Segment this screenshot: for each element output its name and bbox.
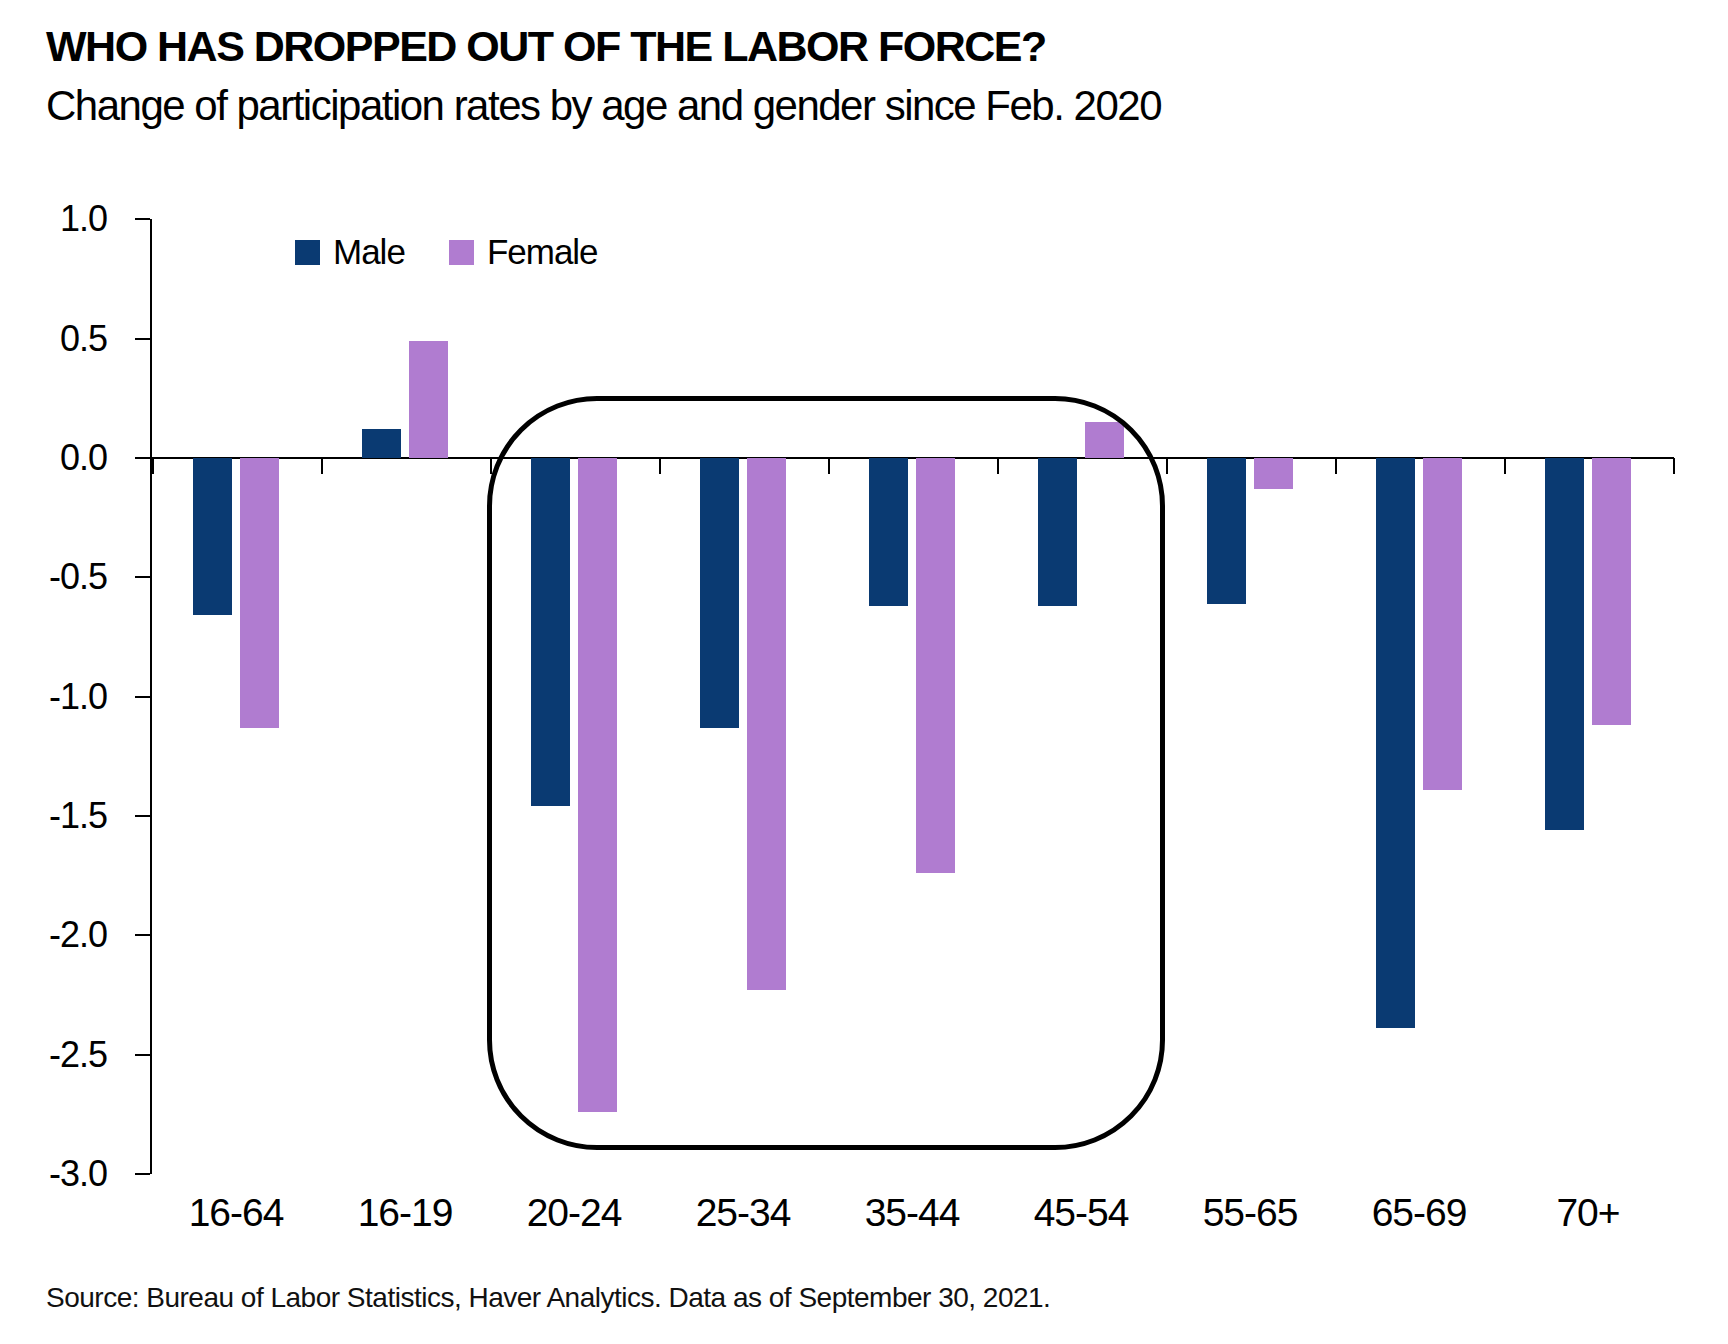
x-tick — [1166, 458, 1168, 474]
x-tick — [152, 458, 154, 474]
chart-title: WHO HAS DROPPED OUT OF THE LABOR FORCE? — [46, 22, 1046, 71]
x-category-label: 45-54 — [996, 1190, 1166, 1236]
y-tick — [135, 934, 150, 936]
x-category-label: 70+ — [1503, 1190, 1673, 1236]
legend-label-male: Male — [333, 232, 405, 272]
y-tick-label: -0.5 — [0, 555, 107, 599]
x-tick — [321, 458, 323, 474]
bar-female-65-69 — [1423, 458, 1462, 790]
y-tick — [135, 338, 150, 340]
x-category-label: 65-69 — [1334, 1190, 1504, 1236]
bar-male-70+ — [1545, 458, 1584, 830]
y-tick — [135, 218, 150, 220]
source-note: Source: Bureau of Labor Statistics, Have… — [46, 1282, 1050, 1314]
y-tick — [135, 457, 150, 459]
y-tick — [135, 696, 150, 698]
y-tick — [135, 815, 150, 817]
legend-item-female: Female — [449, 232, 598, 272]
y-tick-label: 0.5 — [0, 317, 107, 361]
bar-male-65-69 — [1376, 458, 1415, 1028]
x-category-label: 16-19 — [320, 1190, 490, 1236]
bar-female-16-64 — [240, 458, 279, 728]
y-tick-label: -1.0 — [0, 675, 107, 719]
female-swatch-icon — [449, 240, 474, 265]
y-tick-label: 1.0 — [0, 197, 107, 241]
bar-male-16-64 — [193, 458, 232, 615]
chart-page: WHO HAS DROPPED OUT OF THE LABOR FORCE? … — [0, 0, 1728, 1344]
legend-label-female: Female — [487, 232, 598, 272]
x-category-label: 25-34 — [658, 1190, 828, 1236]
male-swatch-icon — [295, 240, 320, 265]
y-tick-label: -3.0 — [0, 1152, 107, 1196]
y-tick-label: -2.0 — [0, 913, 107, 957]
x-category-label: 16-64 — [151, 1190, 321, 1236]
highlight-box — [487, 396, 1165, 1150]
x-category-label: 20-24 — [489, 1190, 659, 1236]
bar-female-70+ — [1592, 458, 1631, 725]
x-category-label: 55-65 — [1165, 1190, 1335, 1236]
y-axis-line — [150, 219, 152, 1174]
bar-female-55-65 — [1254, 458, 1293, 489]
y-tick-label: -2.5 — [0, 1033, 107, 1077]
x-tick — [1335, 458, 1337, 474]
legend: Male Female — [295, 232, 598, 272]
bar-male-16-19 — [362, 429, 401, 458]
x-tick — [1504, 458, 1506, 474]
bar-male-55-65 — [1207, 458, 1246, 604]
y-tick-label: -1.5 — [0, 794, 107, 838]
y-tick — [135, 1054, 150, 1056]
chart-subtitle: Change of participation rates by age and… — [46, 82, 1161, 130]
y-tick — [135, 576, 150, 578]
x-tick — [1673, 458, 1675, 474]
x-category-label: 35-44 — [827, 1190, 997, 1236]
y-tick — [135, 1173, 150, 1175]
legend-item-male: Male — [295, 232, 405, 272]
bar-female-16-19 — [409, 341, 448, 458]
y-tick-label: 0.0 — [0, 436, 107, 480]
